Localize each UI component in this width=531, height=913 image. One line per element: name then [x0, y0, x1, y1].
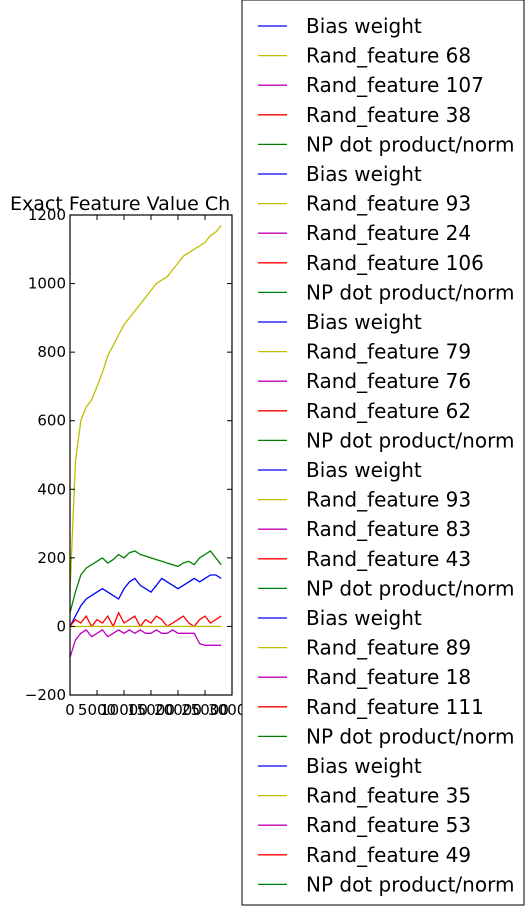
legend-label: Rand_feature 35 [306, 784, 471, 808]
legend-label: Rand_feature 24 [306, 221, 471, 245]
legend-label: Rand_feature 107 [306, 73, 484, 97]
legend-label: Rand_feature 18 [306, 665, 471, 689]
legend-box [241, 0, 525, 906]
x-tick-label: 0 [65, 701, 75, 719]
legend-label: Rand_feature 53 [306, 813, 471, 837]
x-tick-label: 20000 [154, 701, 202, 719]
y-tick-label: 1200 [28, 206, 66, 224]
legend-label: Rand_feature 106 [306, 251, 484, 275]
x-tick-label: 15000 [127, 701, 175, 719]
legend-label: Rand_feature 62 [306, 399, 471, 423]
legend-label: Rand_feature 79 [306, 340, 471, 364]
legend-label: NP dot product/norm [306, 576, 514, 600]
legend-label: Bias weight [306, 754, 422, 778]
legend-label: NP dot product/norm [306, 724, 514, 748]
legend-label: Bias weight [306, 14, 422, 38]
legend-label: Bias weight [306, 162, 422, 186]
x-tick-label: 25000 [181, 701, 229, 719]
legend-label: Rand_feature 76 [306, 369, 471, 393]
series-line-4 [69, 629, 222, 658]
x-tick-label: 5000 [78, 701, 116, 719]
axis-ticks: 0 50001000015000200002500030000−200020040… [25, 206, 256, 719]
x-tick-label: 10000 [100, 701, 148, 719]
y-tick-label: 0 [56, 617, 66, 635]
legend-label: Rand_feature 68 [306, 44, 471, 68]
series-layer [69, 224, 222, 658]
y-tick-label: −200 [25, 686, 66, 704]
y-tick-label: 600 [37, 412, 66, 430]
legend: Bias weight Rand_feature 68 Rand_feature 1… [241, 0, 525, 906]
legend-label: NP dot product/norm [306, 280, 514, 304]
legend-label: Rand_feature 93 [306, 488, 471, 512]
legend-label: Rand_feature 38 [306, 103, 471, 127]
legend-label: Rand_feature 49 [306, 843, 471, 867]
y-tick-label: 400 [37, 480, 66, 498]
series-line-1 [69, 550, 222, 613]
legend-label: Rand_feature 89 [306, 636, 471, 660]
series-line-2 [69, 574, 222, 627]
y-tick-label: 200 [37, 549, 66, 567]
y-tick-label: 800 [37, 343, 66, 361]
legend-label: Rand_feature 111 [306, 695, 484, 719]
y-tick-label: 1000 [28, 275, 66, 293]
series-line-3 [69, 611, 222, 628]
legend-label: NP dot product/norm [306, 872, 514, 896]
legend-label: Bias weight [306, 310, 422, 334]
legend-label: NP dot product/norm [306, 428, 514, 452]
legend-label: Rand_feature 93 [306, 192, 471, 216]
legend-label: NP dot product/norm [306, 132, 514, 156]
series-line-0 [69, 224, 222, 593]
legend-label: Rand_feature 43 [306, 547, 471, 571]
legend-label: Rand_feature 83 [306, 517, 471, 541]
chart-title: Exact Feature Value Ch [10, 193, 230, 215]
legend-label: Bias weight [306, 606, 422, 630]
legend-label: Bias weight [306, 458, 422, 482]
